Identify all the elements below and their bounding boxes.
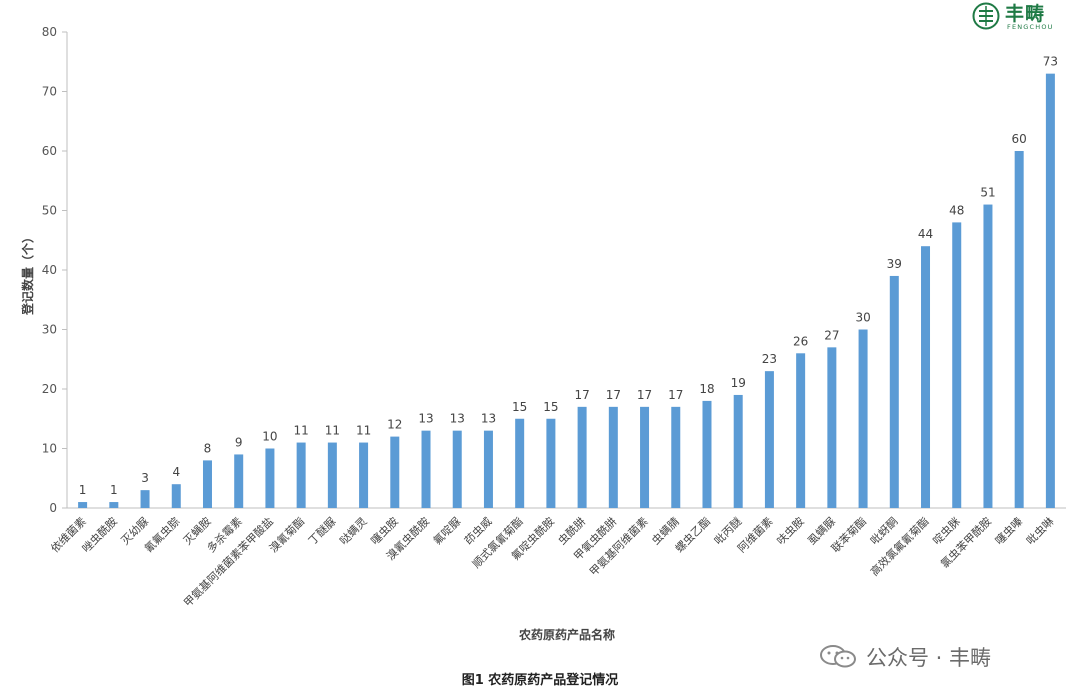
- bar-series: [78, 73, 1055, 509]
- bar: [1045, 73, 1055, 509]
- bar-value-label: 1: [110, 483, 118, 497]
- category-labels: 依维菌素唑虫酰胺灭幼脲氰氟虫腙灭蝇胺多杀霉素甲氨基阿维菌素苯甲酸盐溴氰菊酯丁醚脲…: [48, 514, 1056, 609]
- bar: [640, 406, 650, 508]
- y-tick-label: 60: [42, 144, 57, 158]
- bar: [452, 430, 462, 508]
- category-label: 联苯菊酯: [828, 514, 869, 555]
- bar: [702, 400, 712, 508]
- bar: [921, 246, 931, 508]
- category-label: 氟啶脲: [430, 514, 463, 547]
- bar: [234, 454, 244, 508]
- bar-value-label: 17: [606, 388, 621, 402]
- bar: [515, 418, 525, 508]
- y-tick-label: 20: [42, 382, 57, 396]
- bar-value-label: 4: [172, 465, 180, 479]
- bar-value-label: 15: [543, 400, 558, 414]
- y-tick-label: 50: [42, 204, 57, 218]
- y-tick-label: 80: [42, 25, 57, 39]
- logo-name: 丰畴: [1005, 3, 1046, 25]
- bar-value-label: 44: [918, 227, 933, 241]
- bar-value-label: 73: [1043, 55, 1058, 69]
- bar: [359, 442, 369, 508]
- bar: [733, 394, 743, 508]
- bar-value-label: 18: [699, 382, 714, 396]
- category-label: 呋虫胺: [774, 514, 807, 547]
- bar: [171, 484, 181, 508]
- bar-value-label: 51: [980, 186, 995, 200]
- category-label: 溴氰菊酯: [266, 514, 307, 555]
- logo-subtitle: FENGCHOU: [1007, 23, 1054, 31]
- bar-value-label: 11: [294, 424, 309, 438]
- bar-value-label: 13: [481, 412, 496, 426]
- bar: [827, 347, 837, 508]
- category-label: 丁醚脲: [305, 514, 338, 547]
- bar-value-label: 23: [762, 352, 777, 366]
- bar-value-label: 8: [204, 441, 212, 455]
- bar: [265, 448, 275, 508]
- y-tick-label: 30: [42, 323, 57, 337]
- bar: [296, 442, 306, 508]
- bar: [1014, 151, 1024, 508]
- bar-value-label: 30: [855, 311, 870, 325]
- bar-value-label: 17: [574, 388, 589, 402]
- y-axis-ticks: 0 10 20 30 40 50 60 70 80: [42, 25, 67, 515]
- bar-value-label: 27: [824, 328, 839, 342]
- bar-value-label: 10: [262, 430, 277, 444]
- bar: [889, 275, 899, 508]
- bar-value-label: 15: [512, 400, 527, 414]
- leaf-logo-icon: [972, 2, 1000, 30]
- bar-value-label: 26: [793, 334, 808, 348]
- bar: [483, 430, 493, 508]
- y-tick-label: 10: [42, 442, 57, 456]
- bar-value-label: 13: [450, 412, 465, 426]
- category-label: 噻虫嗪: [992, 514, 1025, 547]
- bar: [546, 418, 556, 508]
- bar-value-label: 3: [141, 471, 149, 485]
- figure-caption: 图1 农药原药产品登记情况: [461, 673, 619, 688]
- bar: [983, 204, 993, 509]
- bar: [140, 490, 150, 508]
- bar: [421, 430, 431, 508]
- bar-value-label: 60: [1012, 132, 1027, 146]
- bar-value-label: 17: [637, 388, 652, 402]
- y-tick-label: 40: [42, 263, 57, 277]
- bar-value-label: 39: [887, 257, 902, 271]
- bar-value-label: 11: [325, 424, 340, 438]
- category-label: 哒螨灵: [336, 514, 369, 547]
- bar: [78, 502, 88, 508]
- y-tick-label: 0: [49, 501, 57, 515]
- bar: [671, 406, 681, 508]
- bar: [608, 406, 618, 508]
- category-label: 吡虫啉: [1024, 515, 1057, 548]
- category-label: 螺虫乙酯: [673, 515, 713, 555]
- bar: [796, 353, 806, 508]
- x-axis-title: 农药原药产品名称: [518, 627, 615, 642]
- bar: [202, 460, 212, 508]
- bar-value-label: 48: [949, 203, 964, 217]
- bar: [390, 436, 400, 508]
- y-tick-label: 70: [42, 85, 57, 99]
- bar-value-label: 17: [668, 388, 683, 402]
- y-axis-title: 登记数量（个）: [20, 231, 35, 316]
- bar-value-label: 12: [387, 418, 402, 432]
- bar: [952, 222, 962, 508]
- bar: [858, 329, 868, 508]
- bar-value-label: 19: [731, 376, 746, 390]
- bar: [577, 406, 587, 508]
- wechat-icon: [820, 645, 856, 668]
- category-label: 氰氟虫腙: [141, 514, 182, 555]
- bar: [764, 371, 774, 508]
- bar-value-label: 11: [356, 424, 371, 438]
- bar-value-label: 1: [79, 483, 87, 497]
- bar: [327, 442, 337, 508]
- category-label: 阿维菌素: [735, 515, 775, 555]
- category-label: 唑虫酰胺: [79, 514, 120, 555]
- watermark-text: 公众号 · 丰畴: [866, 646, 992, 670]
- bar: [109, 502, 119, 508]
- brand-logo: 丰畴 FENGCHOU: [970, 0, 1076, 34]
- bar-value-label: 9: [235, 435, 243, 449]
- bar-value-label: 13: [418, 412, 433, 426]
